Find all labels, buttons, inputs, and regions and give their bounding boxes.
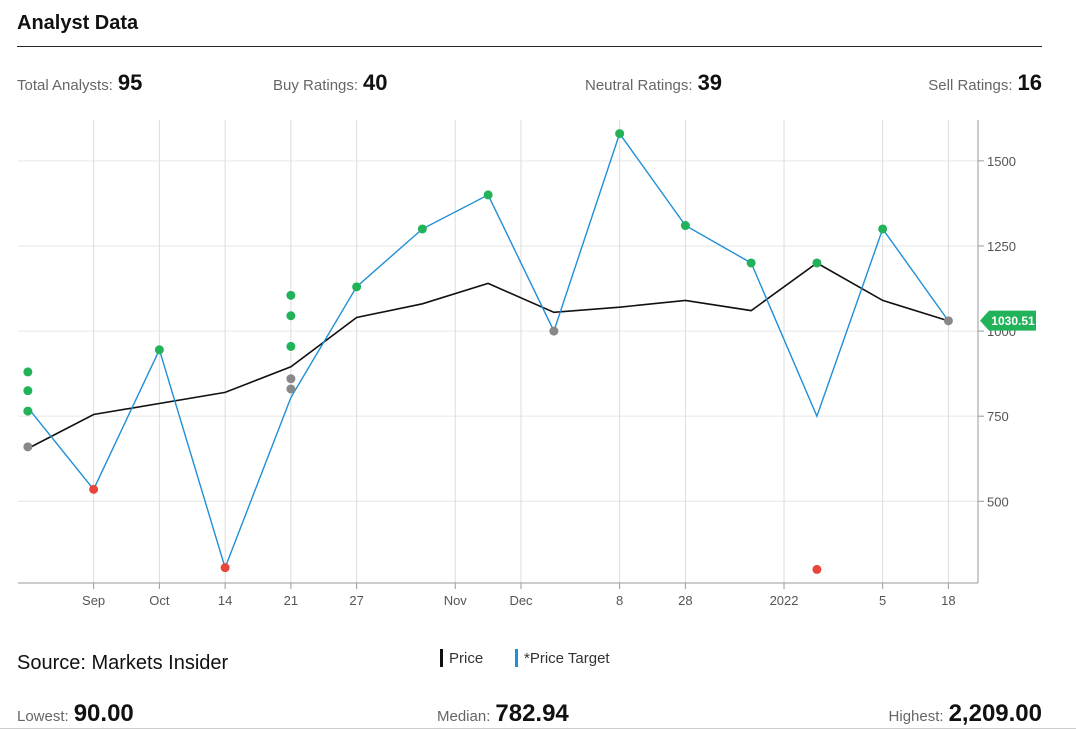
rating-point-sell (220, 563, 230, 573)
lowest-stat: Lowest: 90.00 (17, 700, 134, 728)
page-title: Analyst Data (17, 12, 139, 34)
y-tick-label: 500 (987, 494, 1009, 509)
rating-point-buy (23, 386, 33, 396)
rating-point-buy (746, 258, 756, 268)
grid-layer (18, 120, 978, 583)
sell-ratings-label: Sell Ratings: (928, 77, 1013, 94)
x-tick-label: Dec (509, 593, 533, 608)
sell-ratings-stat: Sell Ratings: 16 (928, 70, 1042, 100)
x-tick-label: 28 (678, 593, 692, 608)
source-note: Source: Markets Insider (17, 652, 229, 674)
total-analysts-stat: Total Analysts: 95 (17, 70, 142, 100)
highest-value: 2,209.00 (948, 700, 1042, 727)
median-stat: Median: 782.94 (437, 700, 569, 728)
title-divider (17, 46, 1042, 47)
x-tick-label: 21 (284, 593, 298, 608)
neutral-ratings-value: 39 (697, 70, 723, 95)
bottom-divider (0, 728, 1076, 729)
x-tick-label: 5 (879, 593, 886, 608)
legend-price-target: *Price Target (515, 649, 610, 667)
lowest-value: 90.00 (73, 700, 134, 727)
highest-stat: Highest: 2,209.00 (889, 700, 1042, 728)
legend-price: Price (440, 649, 483, 667)
total-analysts-label: Total Analysts: (17, 77, 113, 94)
price-target-swatch (515, 649, 518, 667)
rating-point-buy (23, 367, 33, 377)
rating-point-neutral (943, 316, 953, 326)
rating-point-neutral (549, 326, 559, 336)
rating-point-buy (286, 341, 296, 351)
buy-ratings-stat: Buy Ratings: 40 (273, 70, 388, 100)
x-tick-label: 14 (218, 593, 232, 608)
x-tick-label: Nov (444, 593, 468, 608)
neutral-ratings-label: Neutral Ratings: (585, 77, 693, 94)
current-price-tag (980, 310, 1036, 331)
x-tick-label: 8 (616, 593, 623, 608)
rating-point-buy (352, 282, 362, 292)
price-line (27, 262, 949, 450)
y-tick-label: 750 (987, 409, 1009, 424)
rating-point-buy (154, 345, 164, 355)
legend-price-label: Price (449, 649, 484, 667)
rating-point-buy (812, 258, 822, 268)
highest-label: Highest: (888, 708, 944, 725)
rating-point-neutral (286, 374, 296, 384)
y-tick-label: 1500 (987, 154, 1016, 169)
rating-point-buy (23, 406, 33, 416)
sell-ratings-value: 16 (1017, 70, 1042, 95)
lowest-label: Lowest: (17, 708, 69, 725)
current-price-label: 1030.51 (991, 314, 1035, 328)
legend-price-target-label: *Price Target (524, 649, 610, 667)
x-tick-label: Oct (149, 593, 170, 608)
x-tick-label: 18 (941, 593, 955, 608)
total-analysts-value: 95 (117, 70, 143, 95)
rating-points (23, 129, 953, 574)
rating-point-sell (812, 564, 822, 574)
neutral-ratings-stat: Neutral Ratings: 39 (585, 70, 722, 100)
current-price-badge: 1030.51 (980, 310, 1036, 331)
x-tick-label: 27 (349, 593, 363, 608)
x-tick-label: Sep (82, 593, 105, 608)
rating-point-buy (286, 290, 296, 300)
rating-point-buy (483, 190, 493, 200)
rating-point-neutral (23, 442, 33, 452)
rating-point-buy (615, 129, 625, 139)
rating-point-sell (89, 484, 99, 494)
rating-point-buy (878, 224, 888, 234)
x-tick-label: 2022 (770, 593, 799, 608)
buy-ratings-label: Buy Ratings: (273, 77, 359, 94)
rating-point-buy (680, 221, 690, 231)
rating-point-buy (417, 224, 427, 234)
rating-point-neutral (286, 384, 296, 394)
price-swatch (440, 649, 443, 667)
median-value: 782.94 (495, 700, 569, 727)
buy-ratings-value: 40 (363, 70, 388, 95)
rating-point-buy (286, 311, 296, 321)
median-label: Median: (437, 708, 491, 725)
y-tick-label: 1250 (987, 239, 1016, 254)
